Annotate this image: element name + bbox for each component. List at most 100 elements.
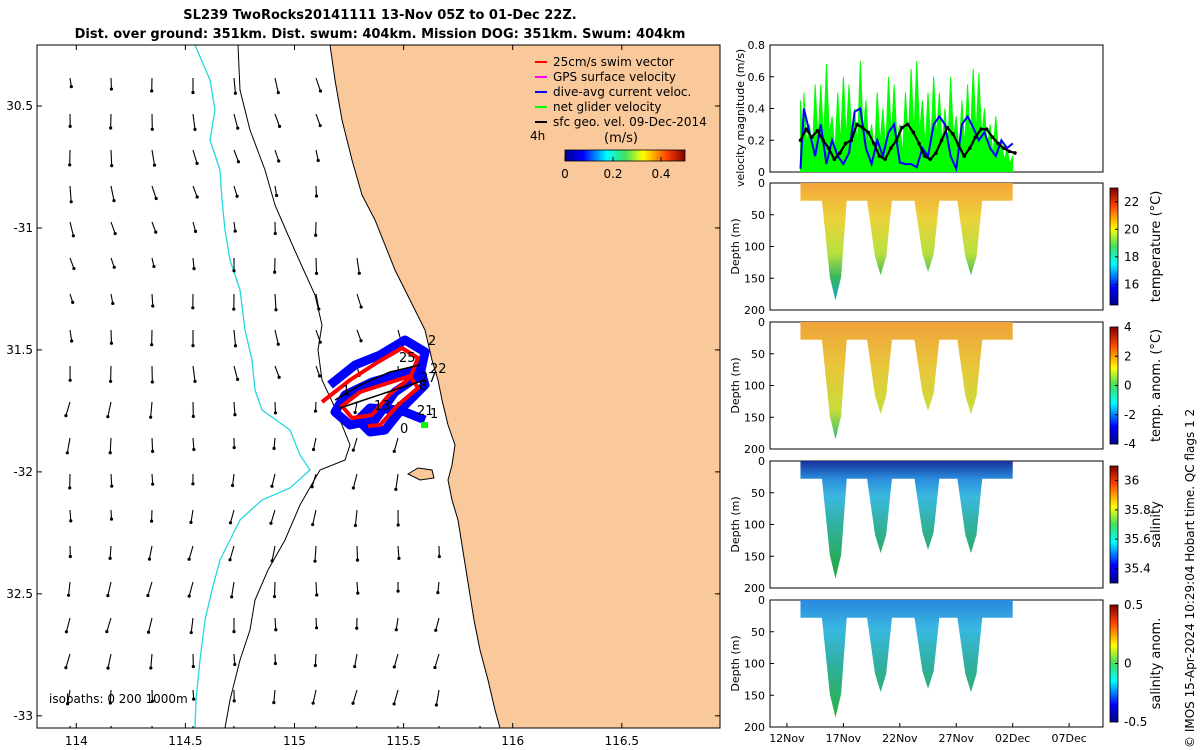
current-arrow-head <box>233 91 238 95</box>
current-arrow-head <box>189 630 193 635</box>
current-arrow-head <box>311 447 316 452</box>
depth-y-tick-label: 0 <box>758 594 765 607</box>
legend-label: GPS surface velocity <box>553 70 676 84</box>
current-arrow <box>393 689 399 705</box>
current-arrow-head <box>64 666 68 670</box>
depth-ylabel: Depth (m) <box>729 635 742 691</box>
velocity-geo-point <box>979 127 983 131</box>
current-arrow-head <box>150 343 154 347</box>
current-arrow-head <box>310 485 314 489</box>
current-arrow-head <box>108 451 112 455</box>
velocity-geo-point <box>1007 149 1012 154</box>
current-arrow-head <box>315 593 319 597</box>
current-arrow <box>151 689 154 702</box>
depth-section-fill <box>800 322 1013 440</box>
current-arrow-head <box>191 90 195 95</box>
current-arrow-head <box>397 556 401 560</box>
current-arrow <box>354 401 358 413</box>
track-day-label: 1 <box>342 384 350 399</box>
current-arrow <box>315 149 319 161</box>
current-arrow-head <box>392 665 396 669</box>
current-arrow <box>315 113 321 126</box>
current-arrow-head <box>151 304 155 308</box>
current-arrow-head <box>232 445 236 450</box>
depth-colorbar-tick-label: 35.4 <box>1124 561 1151 575</box>
depth-colorbar-label: salinity anom. <box>1149 618 1164 710</box>
current-arrow <box>65 617 71 632</box>
map-y-tick-label: -31 <box>13 221 33 235</box>
current-arrow <box>110 293 114 304</box>
current-arrow <box>109 545 112 559</box>
depth-colorbar-tick-label: 0 <box>1124 379 1132 393</box>
depth-colorbar-tick-label: 0 <box>1124 657 1132 671</box>
current-arrow-head <box>106 415 110 419</box>
current-arrow <box>69 329 73 342</box>
current-arrow-head <box>437 554 441 559</box>
depth-colorbar-label: temp. anom. (°C) <box>1149 329 1164 442</box>
current-arrow <box>192 149 198 164</box>
current-arrow-head <box>69 84 73 89</box>
current-arrow <box>68 581 71 596</box>
current-arrow <box>352 437 358 451</box>
current-arrow <box>315 293 320 310</box>
current-arrow <box>356 293 362 308</box>
current-arrow <box>274 329 279 345</box>
current-arrow-head <box>193 127 197 132</box>
velocity-y-tick-label: 0.2 <box>748 134 766 147</box>
depth-y-tick-label: 150 <box>744 411 765 424</box>
current-arrow-head <box>192 266 196 271</box>
time-tick-label: 07Dec <box>1051 732 1086 745</box>
current-arrow-head <box>316 158 320 163</box>
track-day-label: 0 <box>400 422 408 437</box>
current-arrow <box>315 581 318 596</box>
current-arrow-head <box>189 520 193 525</box>
current-arrow-head <box>314 271 319 275</box>
current-arrow <box>315 257 318 274</box>
track-red <box>320 346 420 428</box>
current-arrow-head <box>191 482 195 486</box>
current-arrow-head <box>109 379 113 383</box>
current-arrow-head <box>317 374 322 378</box>
current-arrow-head <box>193 229 198 234</box>
current-arrow <box>271 473 276 487</box>
current-arrow-head <box>111 301 115 306</box>
current-arrow-head <box>436 591 440 595</box>
current-arrow <box>315 365 321 377</box>
current-arrow <box>69 257 75 269</box>
velocity-y-tick-label: 0 <box>758 166 765 179</box>
velocity-geo-point <box>956 143 961 147</box>
track-day-label: 27 <box>420 371 437 386</box>
current-arrow-head <box>392 449 396 453</box>
current-arrow-head <box>318 123 322 128</box>
velocity-ticks: 0 0.2 0.4 0.6 0.8 <box>748 39 774 179</box>
current-arrow-head <box>270 484 274 488</box>
velocity-geo-point <box>809 135 814 139</box>
current-arrow <box>233 113 239 129</box>
depth-colorbar-tick-label: 35.8 <box>1124 503 1151 517</box>
current-arrow <box>110 221 116 234</box>
current-arrow <box>151 185 157 199</box>
current-arrow-head <box>71 234 75 238</box>
current-arrow-head <box>433 665 437 670</box>
velocity-geo-point <box>877 154 882 158</box>
depth-y-tick-label: 50 <box>751 487 765 500</box>
current-arrow <box>110 149 113 166</box>
current-arrow-head <box>112 199 116 203</box>
current-arrow-head <box>232 630 236 634</box>
land-area <box>330 45 720 728</box>
legend-label: sfc geo. vel. 09-Dec-2014 <box>553 115 707 129</box>
speed-colorbar: (m/s) 4h 0 0.2 0.4 <box>530 129 686 181</box>
current-arrow-head <box>154 196 158 201</box>
current-arrow <box>270 509 276 524</box>
map-y-tick-label: 32.5 <box>6 587 33 601</box>
depth-y-tick-label: 150 <box>744 272 765 285</box>
current-arrow <box>232 473 235 486</box>
current-arrow-head <box>191 306 195 310</box>
current-arrow <box>274 617 277 630</box>
current-arrow <box>314 653 317 666</box>
velocity-y-tick-label: 0.8 <box>748 39 766 52</box>
current-arrow-head <box>230 483 235 488</box>
current-arrow-head <box>195 161 199 165</box>
depth-y-tick-label: 150 <box>744 550 765 563</box>
current-arrow-head <box>357 271 361 275</box>
